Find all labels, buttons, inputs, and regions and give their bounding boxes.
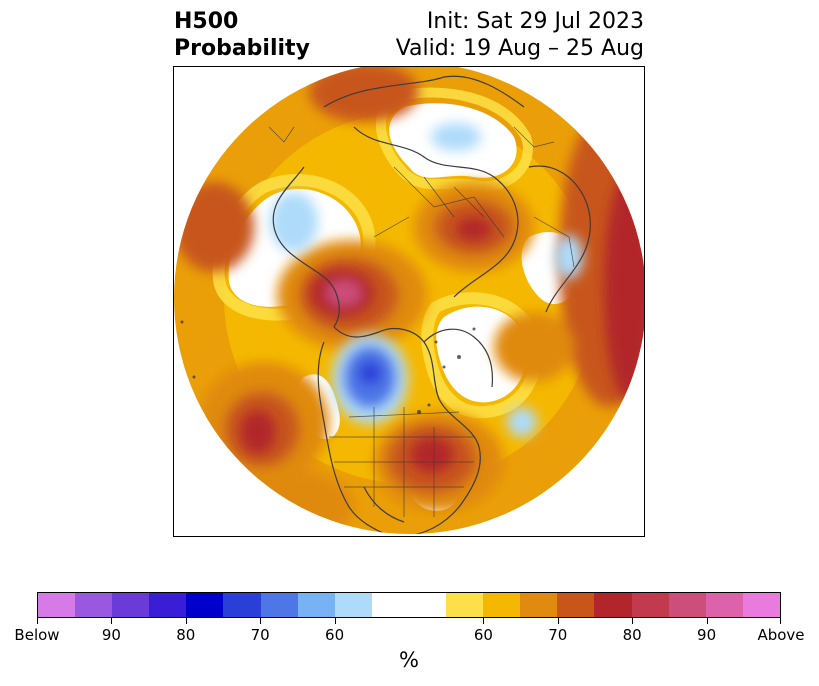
colorbar-tick <box>335 618 336 624</box>
colorbar-tick-label: Above <box>757 626 805 644</box>
colorbar-segment <box>186 593 224 617</box>
title-valid-range: Valid: 19 Aug – 25 Aug <box>395 36 644 61</box>
colorbar-tick-label: 60 <box>325 626 345 644</box>
colorbar-segment <box>149 593 187 617</box>
colorbar-segment <box>297 593 335 617</box>
below-normal-region <box>270 123 583 437</box>
colorbar-segment <box>223 593 261 617</box>
colorbar-segment <box>260 593 298 617</box>
colorbar-tick <box>186 618 187 624</box>
colorbar-tick-label: 80 <box>176 626 196 644</box>
colorbar-segment <box>705 593 743 617</box>
colorbar-tick <box>632 618 633 624</box>
colorbar-tick-label: 60 <box>473 626 493 644</box>
colorbar-tick <box>260 618 261 624</box>
colorbar-segment <box>371 593 447 617</box>
colorbar-tick <box>483 618 484 624</box>
colorbar-tick-label: 80 <box>622 626 642 644</box>
probability-colorbar <box>37 592 781 618</box>
colorbar-tick <box>37 618 38 624</box>
colorbar-tick <box>707 618 708 624</box>
title-init-date: Init: Sat 29 Jul 2023 <box>426 9 644 34</box>
colorbar-segment <box>668 593 706 617</box>
colorbar-tick <box>111 618 112 624</box>
chart-title-left: H500 Probability <box>174 8 310 62</box>
colorbar-segment <box>631 593 669 617</box>
colorbar-segment <box>520 593 558 617</box>
colorbar-tick <box>558 618 559 624</box>
colorbar-tick-label: 70 <box>250 626 270 644</box>
colorbar-segment <box>483 593 521 617</box>
colorbar-tick-label: 90 <box>101 626 121 644</box>
coastlines <box>272 75 630 534</box>
colorbar-tick-label: 70 <box>548 626 568 644</box>
colorbar-segment <box>557 593 595 617</box>
colorbar-tick <box>780 618 781 624</box>
colorbar-segment <box>334 593 372 617</box>
colorbar-segment <box>594 593 632 617</box>
colorbar-segment <box>112 593 150 617</box>
polar-map-panel <box>173 66 645 537</box>
colorbar-segment <box>742 593 780 617</box>
title-quantity: Probability <box>174 36 310 61</box>
colorbar-segment <box>38 593 76 617</box>
colorbar-tick-label: 90 <box>697 626 717 644</box>
colorbar-segment <box>75 593 113 617</box>
colorbar-segment <box>446 593 484 617</box>
colorbar-units-label: % <box>399 648 419 672</box>
chart-title-right: Init: Sat 29 Jul 2023 Valid: 19 Aug – 25… <box>396 8 644 62</box>
probability-map <box>174 67 644 534</box>
colorbar-tick-label: Below <box>14 626 60 644</box>
title-variable: H500 <box>174 9 239 34</box>
near-normal-region <box>228 103 580 511</box>
